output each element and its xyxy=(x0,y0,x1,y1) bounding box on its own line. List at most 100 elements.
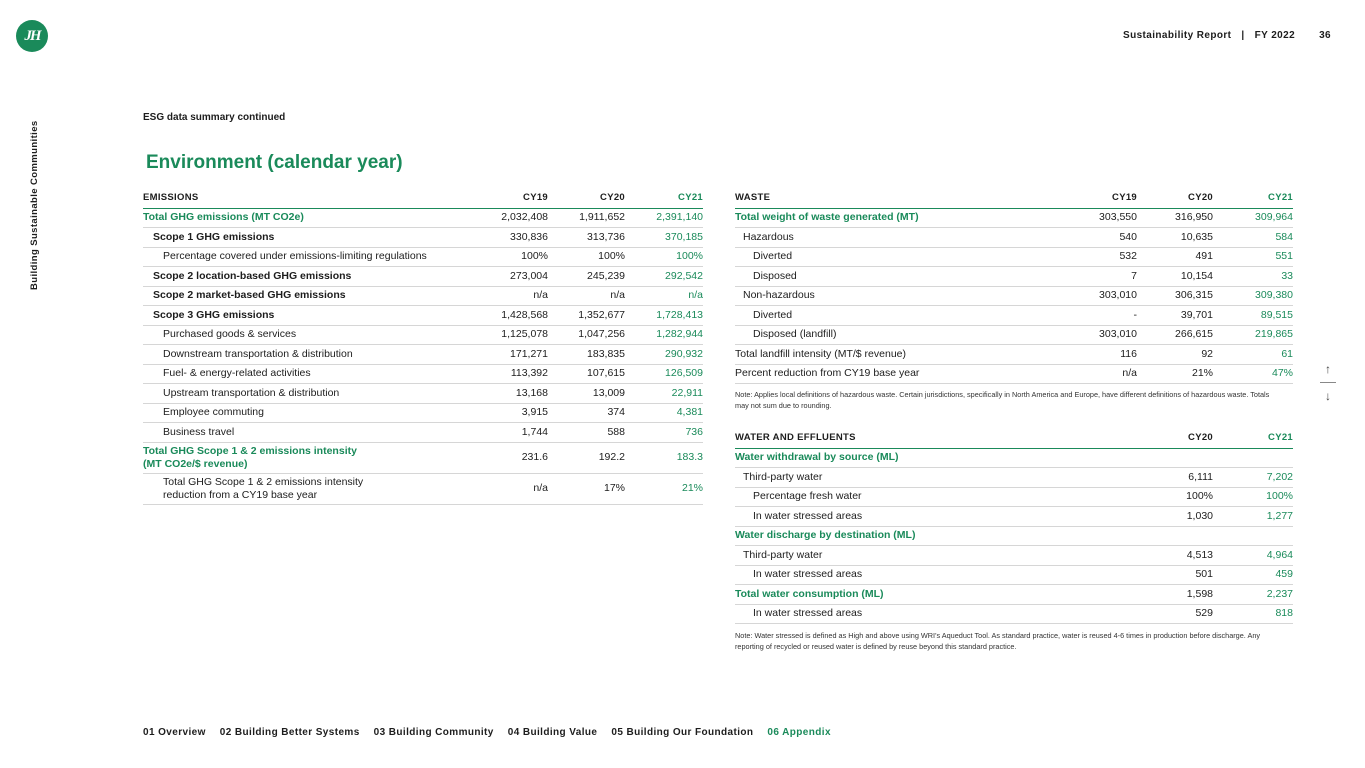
row-value: n/a xyxy=(548,286,625,306)
column-header: EMISSIONS xyxy=(143,188,473,209)
row-value: 303,010 xyxy=(1060,286,1137,306)
row-label: Downstream transportation & distribution xyxy=(143,344,473,365)
row-value: 116 xyxy=(1060,344,1137,365)
row-value: 273,004 xyxy=(473,266,548,287)
column-header: CY20 xyxy=(548,188,625,209)
table-row: Percentage fresh water 100% 100% xyxy=(735,487,1293,507)
row-label: Scope 2 market-based GHG emissions xyxy=(143,286,473,306)
row-value: 2,391,140 xyxy=(625,208,703,228)
row-value: 4,513 xyxy=(1137,545,1213,566)
row-value: 1,282,944 xyxy=(625,325,703,345)
footer-nav-item[interactable]: 04 Building Value xyxy=(507,727,598,738)
row-value: 1,047,256 xyxy=(548,325,625,345)
row-value: 7 xyxy=(1060,266,1137,287)
row-label: Water discharge by destination (ML) xyxy=(735,526,1137,546)
row-value: 219,865 xyxy=(1213,325,1293,345)
section-side-label: Building Sustainable Communities xyxy=(29,120,40,290)
water-note: Note: Water stressed is defined as High … xyxy=(735,631,1261,651)
row-value: 7,202 xyxy=(1213,467,1293,488)
row-label: Fuel- & energy-related activities xyxy=(143,364,473,384)
row-value: 17% xyxy=(548,473,625,505)
row-value: 2,237 xyxy=(1213,584,1293,605)
footer-nav-item[interactable]: 06 Appendix xyxy=(767,727,831,738)
row-label: Total water consumption (ML) xyxy=(735,584,1137,605)
table-row: Percentage covered under emissions-limit… xyxy=(143,247,703,267)
column-header: CY20 xyxy=(1137,428,1213,449)
footer-nav-item[interactable]: 05 Building Our Foundation xyxy=(611,727,754,738)
water-table: WATER AND EFFLUENTS CY20 CY21 Water withdra… xyxy=(735,428,1293,624)
row-value xyxy=(1213,526,1293,546)
table-row: Hazardous 540 10,635 584 xyxy=(735,227,1293,248)
row-value: 183,835 xyxy=(548,344,625,365)
table-row: In water stressed areas 529 818 xyxy=(735,604,1293,624)
divider xyxy=(1320,382,1336,383)
page-subtitle: ESG data summary continued xyxy=(143,112,286,123)
row-value: 1,728,413 xyxy=(625,305,703,326)
table-row: Scope 1 GHG emissions 330,836 313,736 370,1… xyxy=(143,227,703,248)
table-row: Purchased goods & services 1,125,078 1,047… xyxy=(143,325,703,345)
row-value: 4,964 xyxy=(1213,545,1293,566)
column-header: CY21 xyxy=(1213,188,1293,209)
report-title: Sustainability Report xyxy=(1123,30,1232,41)
row-label: Disposed (landfill) xyxy=(735,325,1060,345)
row-value xyxy=(1137,526,1213,546)
row-label: Third-party water xyxy=(735,467,1137,488)
row-value: 370,185 xyxy=(625,227,703,248)
row-value: 309,964 xyxy=(1213,208,1293,228)
row-value: 89,515 xyxy=(1213,305,1293,326)
page-title: Environment (calendar year) xyxy=(146,152,403,173)
arrow-up-icon[interactable]: ↑ xyxy=(1325,362,1331,376)
footer-nav-item[interactable]: 01 Overview xyxy=(143,727,206,738)
table-row: Non-hazardous 303,010 306,315 309,380 xyxy=(735,286,1293,306)
row-value: 491 xyxy=(1137,247,1213,267)
row-label: Non-hazardous xyxy=(735,286,1060,306)
row-value: 3,915 xyxy=(473,403,548,423)
row-value: 100% xyxy=(473,247,548,267)
table-row: Percent reduction from CY19 base year n/a… xyxy=(735,364,1293,384)
footer-nav-item[interactable]: 03 Building Community xyxy=(373,727,494,738)
row-label: Employee commuting xyxy=(143,403,473,423)
row-value: 313,736 xyxy=(548,227,625,248)
row-label: Diverted xyxy=(735,305,1060,326)
row-value: 1,428,568 xyxy=(473,305,548,326)
row-label: Total landfill intensity (MT/$ revenue) xyxy=(735,344,1060,365)
row-value: 171,271 xyxy=(473,344,548,365)
row-value: 1,030 xyxy=(1137,506,1213,527)
row-value: - xyxy=(1060,305,1137,326)
row-value: 100% xyxy=(1137,487,1213,507)
row-value: 736 xyxy=(625,422,703,443)
row-label: Purchased goods & services xyxy=(143,325,473,345)
row-value: 1,277 xyxy=(1213,506,1293,527)
row-value: 266,615 xyxy=(1137,325,1213,345)
table-row: Total water consumption (ML) 1,598 2,237 xyxy=(735,584,1293,605)
row-value: 21% xyxy=(1137,364,1213,384)
row-value: 303,550 xyxy=(1060,208,1137,228)
row-label: Water withdrawal by source (ML) xyxy=(735,448,1137,468)
table-row: Total GHG Scope 1 & 2 emissions intensit… xyxy=(143,473,703,505)
row-value: 22,911 xyxy=(625,383,703,404)
row-value: n/a xyxy=(473,286,548,306)
row-value: 584 xyxy=(1213,227,1293,248)
row-label: Diverted xyxy=(735,247,1060,267)
column-header: WASTE xyxy=(735,188,1060,209)
row-value: 540 xyxy=(1060,227,1137,248)
table-row: Total GHG emissions (MT CO2e) 2,032,408 1,… xyxy=(143,208,703,228)
table-row: Water withdrawal by source (ML) xyxy=(735,448,1293,468)
table-row: Disposed (landfill) 303,010 266,615 219,865 xyxy=(735,325,1293,345)
row-label: Percent reduction from CY19 base year xyxy=(735,364,1060,384)
row-value: 10,635 xyxy=(1137,227,1213,248)
row-value: 330,836 xyxy=(473,227,548,248)
row-label: Disposed xyxy=(735,266,1060,287)
row-value: 529 xyxy=(1137,604,1213,624)
table-row: Water discharge by destination (ML) xyxy=(735,526,1293,546)
column-header: CY21 xyxy=(1213,428,1293,449)
arrow-down-icon[interactable]: ↓ xyxy=(1325,389,1331,403)
table-row: Downstream transportation & distribution… xyxy=(143,344,703,365)
row-value: 39,701 xyxy=(1137,305,1213,326)
footer-nav-item[interactable]: 02 Building Better Systems xyxy=(219,727,360,738)
row-value xyxy=(1213,448,1293,468)
table-row: Fuel- & energy-related activities 113,392… xyxy=(143,364,703,384)
jh-logo[interactable]: JH xyxy=(16,20,48,52)
row-value: 61 xyxy=(1213,344,1293,365)
table-header-row: EMISSIONS CY19 CY20 CY21 xyxy=(143,188,703,209)
